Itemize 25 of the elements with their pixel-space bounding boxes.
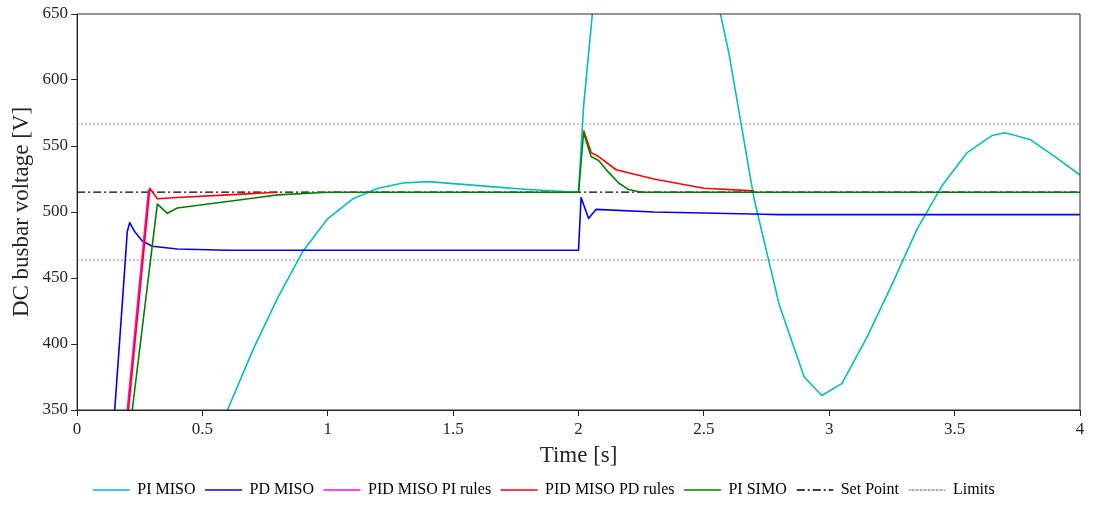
x-tick-label: 1.5	[442, 418, 464, 438]
y-tick-label: 550	[42, 135, 69, 155]
y-axis-title: DC busbar voltage [V]	[7, 106, 33, 318]
x-tick-label: 4	[1075, 418, 1085, 438]
legend-label: PI MISO	[137, 480, 196, 498]
x-tick-label: 3	[825, 418, 834, 438]
legend-label: PID MISO PI rules	[367, 480, 492, 498]
legend-label: PD MISO	[249, 480, 314, 498]
x-tick-label: 2	[574, 418, 583, 438]
y-tick-label: 400	[42, 333, 69, 353]
y-tick-label: 350	[42, 399, 69, 419]
y-tick-label: 650	[42, 3, 69, 23]
legend-label: PI SIMO	[728, 480, 787, 498]
legend-label: Limits	[952, 480, 995, 498]
x-axis-title: Time [s]	[539, 442, 618, 468]
x-tick-label: 1	[323, 418, 333, 438]
x-tick-label: 3.5	[944, 418, 966, 438]
x-tick-label: 0.5	[191, 418, 214, 438]
legend-label: PID MISO PD rules	[545, 480, 675, 498]
y-tick-label: 600	[42, 69, 69, 89]
y-tick-label: 450	[42, 267, 69, 287]
x-tick-label: 0	[72, 418, 82, 438]
legend-label: Set Point	[840, 480, 900, 498]
x-tick-label: 2.5	[693, 418, 715, 438]
y-tick-label: 500	[42, 201, 69, 221]
